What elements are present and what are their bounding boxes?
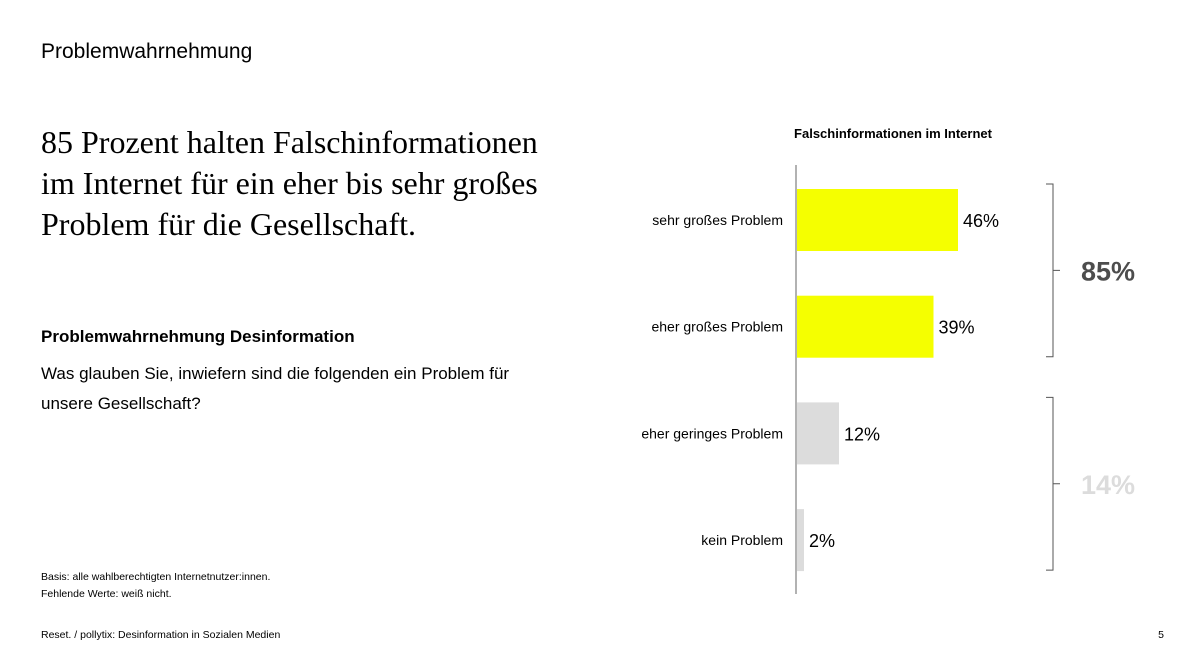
group-bracket-2 [1046, 396, 1060, 571]
missing-values-line: Fehlende Werte: weiß nicht. [41, 588, 172, 600]
basis-note: Basis: alle wahlberechtigten Internetnut… [41, 569, 270, 603]
bar-4 [797, 509, 804, 572]
page-number: 5 [1158, 629, 1164, 641]
basis-line: Basis: alle wahlberechtigten Internetnut… [41, 571, 271, 583]
footer-source: Reset. / pollytix: Desinformation in Soz… [41, 629, 281, 641]
bar-3 [797, 402, 839, 465]
question-title: Problemwahrnehmung Desinformation [41, 327, 355, 346]
section-label: Problemwahrnehmung [41, 40, 253, 63]
group-total-label: 14% [1081, 470, 1135, 500]
category-label: kein Problem [701, 532, 783, 548]
chart-title: Falschinformationen im Internet [794, 126, 993, 141]
category-label: sehr großes Problem [652, 212, 783, 228]
category-label: eher geringes Problem [641, 425, 783, 441]
data-label: 46% [963, 211, 999, 231]
data-label: 12% [844, 424, 880, 444]
bar-2 [797, 295, 934, 358]
group-total-label: 85% [1081, 256, 1135, 286]
data-label: 2% [809, 531, 835, 551]
headline: 85 Prozent halten Falschinformationen im… [41, 124, 538, 242]
category-label: eher großes Problem [651, 319, 783, 335]
question-text: Was glauben Sie, inwiefern sind die folg… [41, 364, 510, 413]
data-label: 39% [939, 318, 975, 338]
bar-1 [797, 189, 958, 251]
group-bracket-1 [1046, 183, 1060, 358]
